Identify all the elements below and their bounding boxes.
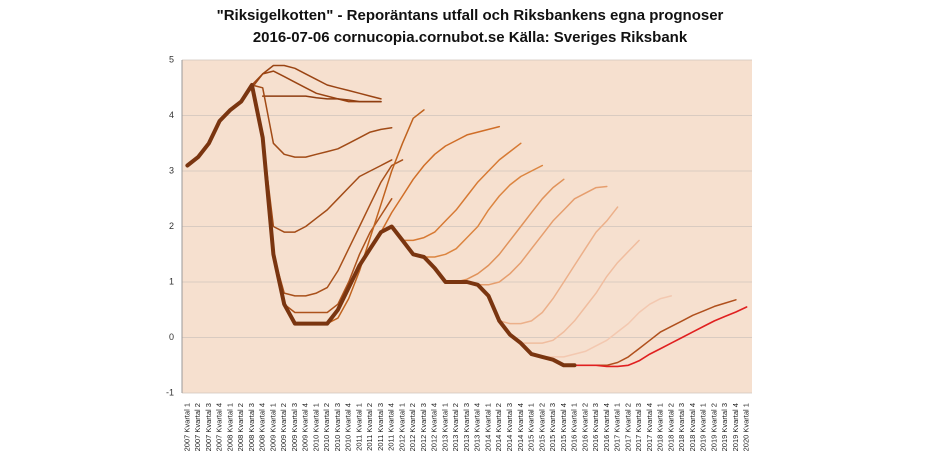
x-tick-label: 2016 Kvartal 2 [580,403,589,451]
x-tick-label: 2011 Kvartal 4 [387,403,396,451]
y-tick-label: 2 [169,221,174,231]
x-tick-label: 2009 Kvartal 3 [290,403,299,451]
x-tick-label: 2016 Kvartal 1 [570,403,579,451]
chart-title: "Riksigelkotten" - Reporäntans utfall oc… [217,7,724,24]
x-tick-label: 2008 Kvartal 2 [236,403,245,451]
x-tick-label: 2017 Kvartal 1 [613,403,622,451]
x-tick-label: 2019 Kvartal 2 [709,403,718,451]
series-line [573,306,748,368]
x-tick-label: 2013 Kvartal 1 [440,403,449,451]
x-tick-label: 2008 Kvartal 1 [225,403,234,451]
x-tick-label: 2016 Kvartal 3 [591,403,600,451]
x-tick-label: 2019 Kvartal 3 [720,403,729,451]
x-tick-label: 2010 Kvartal 2 [322,403,331,451]
series-line [326,109,425,325]
x-tick-label: 2015 Kvartal 2 [537,403,546,451]
x-tick-label: 2020 Kvartal 1 [742,403,751,451]
x-tick-label: 2015 Kvartal 3 [548,403,557,451]
x-tick-label: 2019 Kvartal 1 [699,403,708,451]
x-tick-label: 2018 Kvartal 3 [677,403,686,451]
x-tick-label: 2007 Kvartal 3 [204,403,213,451]
x-tick-label: 2010 Kvartal 4 [344,403,353,451]
x-tick-label: 2015 Kvartal 4 [559,403,568,451]
x-tick-label: 2017 Kvartal 4 [645,403,654,451]
x-tick-label: 2010 Kvartal 1 [311,403,320,451]
x-tick-label: 2011 Kvartal 3 [376,403,385,451]
series-line [477,185,608,286]
x-tick-label: 2011 Kvartal 1 [354,403,363,451]
x-tick-label: 2008 Kvartal 4 [258,403,267,451]
series-line [520,239,640,344]
x-tick-label: 2014 Kvartal 3 [505,403,514,451]
series-line [380,125,501,233]
x-tick-label: 2013 Kvartal 3 [462,403,471,451]
series-line [240,64,382,103]
x-tick-label: 2018 Kvartal 4 [688,403,697,451]
x-tick-label: 2019 Kvartal 4 [731,403,740,451]
x-tick-label: 2017 Kvartal 2 [623,403,632,451]
y-tick-label: 5 [169,54,174,64]
x-tick-label: 2013 Kvartal 2 [451,403,460,451]
series-line [541,295,673,358]
series-line [444,178,565,283]
x-tick-label: 2008 Kvartal 3 [247,403,256,451]
x-tick-label: 2012 Kvartal 4 [430,403,439,451]
x-tick-label: 2007 Kvartal 2 [193,403,202,451]
x-tick-label: 2012 Kvartal 1 [397,403,406,451]
x-tick-label: 2013 Kvartal 4 [473,403,482,451]
x-tick-label: 2009 Kvartal 2 [279,403,288,451]
x-tick-label: 2014 Kvartal 1 [483,403,492,451]
x-tick-label: 2014 Kvartal 2 [494,403,503,451]
x-tick-label: 2015 Kvartal 1 [527,403,536,451]
x-tick-label: 2007 Kvartal 1 [182,403,191,451]
x-tick-label: 2017 Kvartal 3 [634,403,643,451]
series-line [272,159,404,297]
x-tick-label: 2009 Kvartal 4 [301,403,310,451]
x-tick-label: 2018 Kvartal 1 [656,403,665,451]
y-tick-label: 3 [169,165,174,175]
series-line [401,142,522,242]
x-tick-label: 2011 Kvartal 2 [365,403,374,451]
x-tick-label: 2007 Kvartal 4 [215,403,224,451]
y-tick-label: 4 [169,110,174,120]
y-tick-label: 0 [169,332,174,342]
x-tick-label: 2018 Kvartal 2 [666,403,675,451]
x-tick-label: 2014 Kvartal 4 [516,403,525,451]
series-line [185,83,577,368]
series-line [498,206,619,325]
series-line [423,164,544,258]
chart-subtitle: 2016-07-06 cornucopia.cornubot.se Källa:… [253,29,688,46]
y-tick-label: -1 [166,387,174,397]
x-tick-label: 2010 Kvartal 3 [333,403,342,451]
series-line [251,84,393,158]
series-line [261,95,382,103]
series-line [261,136,393,233]
x-tick-label: 2012 Kvartal 2 [408,403,417,451]
x-tick-label: 2012 Kvartal 3 [419,403,428,451]
y-tick-label: 1 [169,276,174,286]
x-tick-label: 2016 Kvartal 4 [602,403,611,451]
x-tick-label: 2009 Kvartal 1 [268,403,277,451]
